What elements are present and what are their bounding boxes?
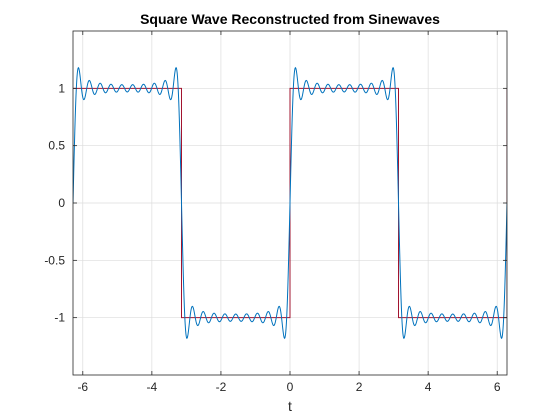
square-wave-line	[73, 87, 507, 319]
axis-ticks: -6 -4 -2 0 2 4 6 -1 -0.5 0 0.5 1	[44, 31, 507, 394]
chart-title: Square Wave Reconstructed from Sinewaves	[140, 11, 440, 27]
x-tick-label: 2	[356, 380, 363, 394]
x-axis-label: t	[288, 398, 292, 414]
x-tick-label: -4	[147, 380, 158, 394]
y-tick-label: 1	[58, 81, 65, 95]
y-tick-label: 0	[58, 196, 65, 210]
y-tick-label: -1	[54, 311, 65, 325]
x-tick-label: -2	[216, 380, 227, 394]
fourier-sum-line	[73, 66, 507, 340]
y-tick-label: 0.5	[48, 139, 65, 153]
x-tick-label: 4	[425, 380, 432, 394]
y-tick-label: -0.5	[44, 253, 65, 267]
x-tick-label: -6	[77, 380, 88, 394]
x-tick-label: 6	[494, 380, 501, 394]
x-tick-label: 0	[287, 380, 294, 394]
series-layer	[73, 66, 507, 340]
